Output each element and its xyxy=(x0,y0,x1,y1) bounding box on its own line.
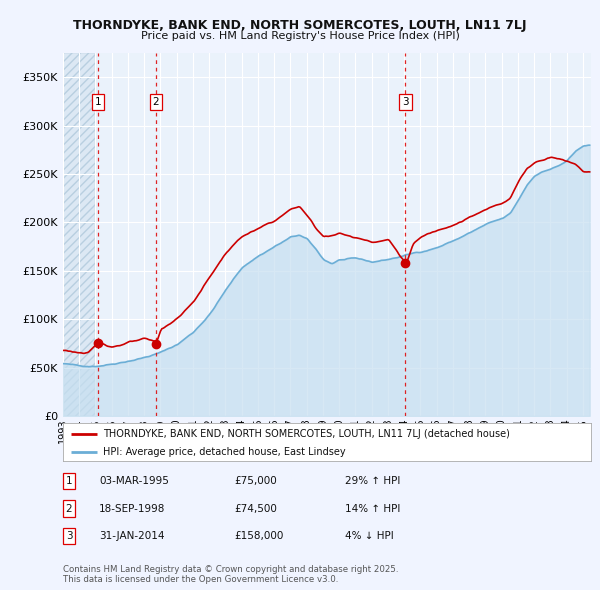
Text: 03-MAR-1995: 03-MAR-1995 xyxy=(99,476,169,486)
Text: £75,000: £75,000 xyxy=(234,476,277,486)
Text: 18-SEP-1998: 18-SEP-1998 xyxy=(99,504,166,513)
Text: 29% ↑ HPI: 29% ↑ HPI xyxy=(345,476,400,486)
Text: 14% ↑ HPI: 14% ↑ HPI xyxy=(345,504,400,513)
Text: 1: 1 xyxy=(65,476,73,486)
Text: 2: 2 xyxy=(65,504,73,513)
Bar xyxy=(63,53,95,416)
Text: HPI: Average price, detached house, East Lindsey: HPI: Average price, detached house, East… xyxy=(103,447,345,457)
Text: £158,000: £158,000 xyxy=(234,532,283,541)
Text: Price paid vs. HM Land Registry's House Price Index (HPI): Price paid vs. HM Land Registry's House … xyxy=(140,31,460,41)
Text: 1: 1 xyxy=(95,97,101,107)
Text: 31-JAN-2014: 31-JAN-2014 xyxy=(99,532,164,541)
Text: THORNDYKE, BANK END, NORTH SOMERCOTES, LOUTH, LN11 7LJ: THORNDYKE, BANK END, NORTH SOMERCOTES, L… xyxy=(73,19,527,32)
Text: 3: 3 xyxy=(402,97,409,107)
Text: THORNDYKE, BANK END, NORTH SOMERCOTES, LOUTH, LN11 7LJ (detached house): THORNDYKE, BANK END, NORTH SOMERCOTES, L… xyxy=(103,429,509,439)
Text: 4% ↓ HPI: 4% ↓ HPI xyxy=(345,532,394,541)
Bar xyxy=(63,53,95,416)
Text: 3: 3 xyxy=(65,532,73,541)
Text: £74,500: £74,500 xyxy=(234,504,277,513)
Text: Contains HM Land Registry data © Crown copyright and database right 2025.
This d: Contains HM Land Registry data © Crown c… xyxy=(63,565,398,584)
Text: 2: 2 xyxy=(152,97,159,107)
